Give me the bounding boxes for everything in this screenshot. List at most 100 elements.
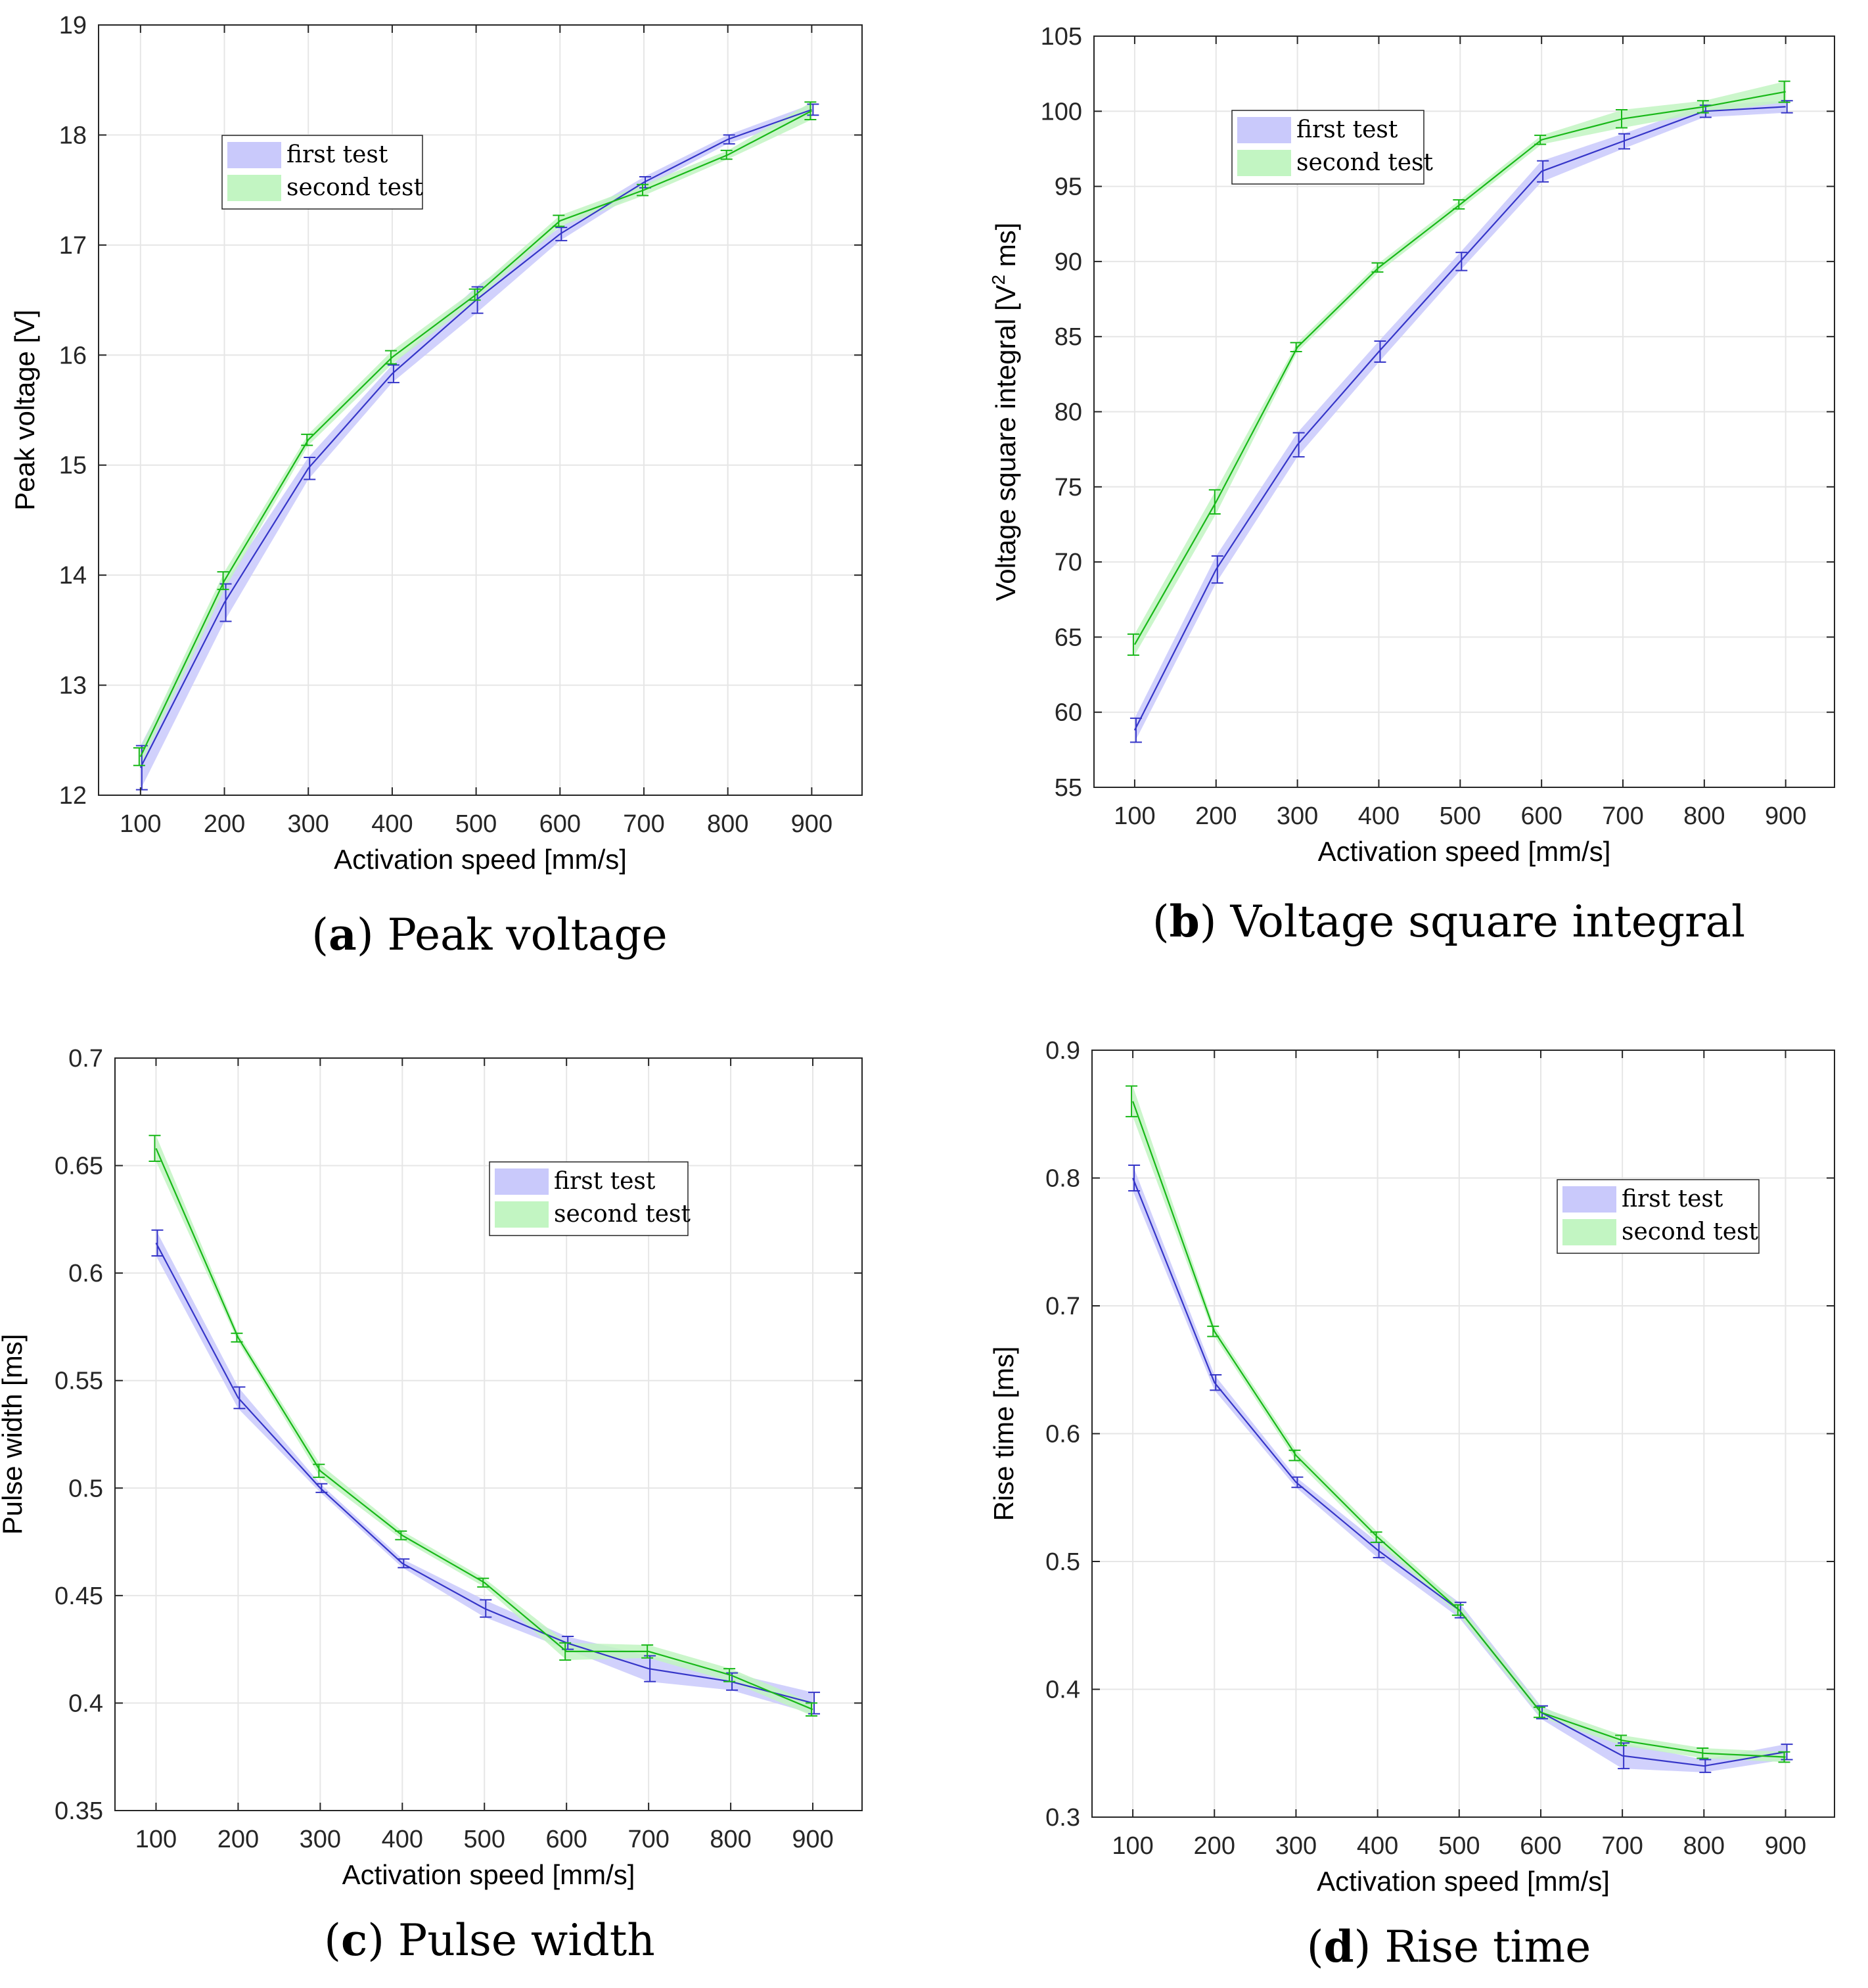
legend-a: first test second test — [221, 135, 424, 210]
legend-swatch-second — [227, 175, 281, 201]
error-bar-second-test — [559, 1642, 572, 1661]
caption-c: (c) Pulse width — [324, 1914, 654, 1966]
y-tick-label: 0.6 — [1045, 1421, 1080, 1448]
y-tick-label: 17 — [59, 232, 87, 260]
error-bar-second-test — [1533, 1706, 1545, 1719]
x-tick-label: 400 — [1357, 1832, 1398, 1860]
error-bar-first-test — [151, 1229, 164, 1257]
series-line-second-test — [1132, 1101, 1786, 1758]
x-tick-label: 200 — [1195, 802, 1237, 830]
y-tick-label: 0.5 — [1045, 1548, 1080, 1576]
error-bar-second-test — [468, 288, 481, 301]
y-tick-label: 0.4 — [68, 1690, 103, 1717]
x-tick-label: 800 — [710, 1826, 751, 1853]
error-bar-second-test — [1370, 1531, 1382, 1543]
error-bar-first-test — [1292, 432, 1305, 458]
legend-swatch-first — [227, 142, 281, 168]
x-tick-label: 100 — [1112, 1832, 1153, 1860]
error-bar-first-test — [1374, 340, 1386, 363]
caption-paren-close: ) — [367, 1915, 398, 1966]
y-tick-label: 0.6 — [68, 1260, 103, 1287]
x-tick-label: 200 — [1194, 1832, 1235, 1860]
x-axis-label: Activation speed [mm/s] — [342, 1859, 635, 1890]
axes-box-c — [114, 1057, 863, 1811]
y-axis-label-tail: ms] — [990, 223, 1021, 275]
caption-text: Pulse width — [398, 1915, 655, 1966]
y-tick-label: 75 — [1055, 474, 1082, 501]
error-bar-second-test — [1778, 1751, 1790, 1763]
error-bar-second-test — [1697, 1747, 1709, 1759]
y-tick-label: 0.55 — [55, 1368, 103, 1395]
error-bar-second-test — [553, 214, 565, 227]
series-line-first-test — [1133, 106, 1786, 731]
series-line-second-test — [139, 110, 812, 757]
y-tick-label: 19 — [59, 12, 87, 39]
y-tick-label: 14 — [59, 562, 87, 589]
x-tick-label: 300 — [1275, 1832, 1317, 1860]
legend-label-second: second test — [1622, 1218, 1759, 1245]
x-axis-label: Activation speed [mm/s] — [1317, 1866, 1610, 1897]
y-tick-label: 15 — [59, 452, 87, 480]
error-bar-second-test — [133, 747, 145, 766]
chart-b: 100 200 300 400 500 600 700 800 900 55 60 65 70 75 80 8… — [988, 23, 1835, 947]
error-bar-second-test — [1615, 1734, 1628, 1747]
error-bar-first-test — [1128, 1165, 1141, 1191]
x-axis-label: Activation speed [mm/s] — [1318, 836, 1611, 867]
x-tick-label: 200 — [217, 1826, 259, 1853]
error-bar-first-test — [1211, 555, 1223, 584]
y-tick-label: 0.65 — [55, 1153, 103, 1180]
caption-letter: a — [329, 909, 357, 960]
legend-swatch-second — [1237, 150, 1291, 176]
y-tick-label: 12 — [59, 782, 87, 810]
y-axis-label-superscript: 2 — [988, 275, 1009, 285]
x-tick-label: 300 — [288, 810, 329, 838]
error-bar-first-test — [1210, 1374, 1222, 1391]
caption-letter: b — [1170, 896, 1200, 947]
x-tick-label: 900 — [1765, 1832, 1806, 1860]
y-axis-label-main: Peak voltage [V] — [9, 310, 40, 511]
error-bar-first-test — [304, 456, 316, 480]
legend-swatch-second — [495, 1201, 549, 1228]
y-tick-label: 0.8 — [1045, 1165, 1080, 1193]
error-bar-first-test — [807, 103, 819, 116]
error-bar-second-test — [804, 101, 817, 120]
error-bar-first-test — [398, 1558, 410, 1569]
x-tick-label: 200 — [204, 810, 245, 838]
caption-paren-open: ( — [324, 1915, 341, 1966]
x-tick-label: 300 — [300, 1826, 341, 1853]
x-tick-label: 500 — [455, 810, 497, 838]
y-tick-label: 0.5 — [68, 1475, 103, 1502]
error-bar-second-test — [477, 1577, 490, 1588]
error-bar-second-test — [1534, 134, 1547, 145]
error-bar-second-test — [384, 350, 397, 365]
legend-swatch-first — [1562, 1186, 1616, 1213]
caption-letter: d — [1323, 1921, 1354, 1972]
x-tick-label: 600 — [539, 810, 581, 838]
y-tick-label: 80 — [1055, 399, 1082, 427]
y-tick-label: 0.3 — [1045, 1804, 1080, 1832]
legend-label-second: second test — [286, 174, 424, 201]
y-tick-label: 18 — [59, 122, 87, 149]
y-axis-label-main: Pulse width [ms] — [0, 1334, 28, 1535]
caption-text: Rise time — [1384, 1922, 1591, 1972]
error-bar-first-test — [1455, 252, 1468, 271]
x-tick-label: 700 — [623, 810, 664, 838]
error-bar-first-test — [723, 134, 735, 145]
legend-label-first: first test — [1296, 116, 1398, 143]
error-bar-second-test — [1290, 342, 1302, 353]
error-bar-first-test — [387, 364, 399, 384]
legend-swatch-first — [1237, 117, 1291, 143]
error-bar-first-test — [1129, 717, 1142, 743]
y-axis-label: Rise time [ms] — [988, 1346, 1019, 1521]
error-bar-first-test — [219, 583, 232, 622]
caption-paren-open: ( — [1307, 1922, 1324, 1972]
error-bar-first-test — [1618, 133, 1630, 150]
error-bar-second-test — [641, 1644, 654, 1659]
x-tick-label: 100 — [1114, 802, 1155, 830]
y-tick-label: 0.45 — [55, 1583, 103, 1610]
x-tick-label: 100 — [120, 810, 161, 838]
error-bar-second-test — [231, 1332, 243, 1343]
error-bar-second-test — [1697, 100, 1709, 114]
caption-text: Peak voltage — [388, 910, 668, 960]
